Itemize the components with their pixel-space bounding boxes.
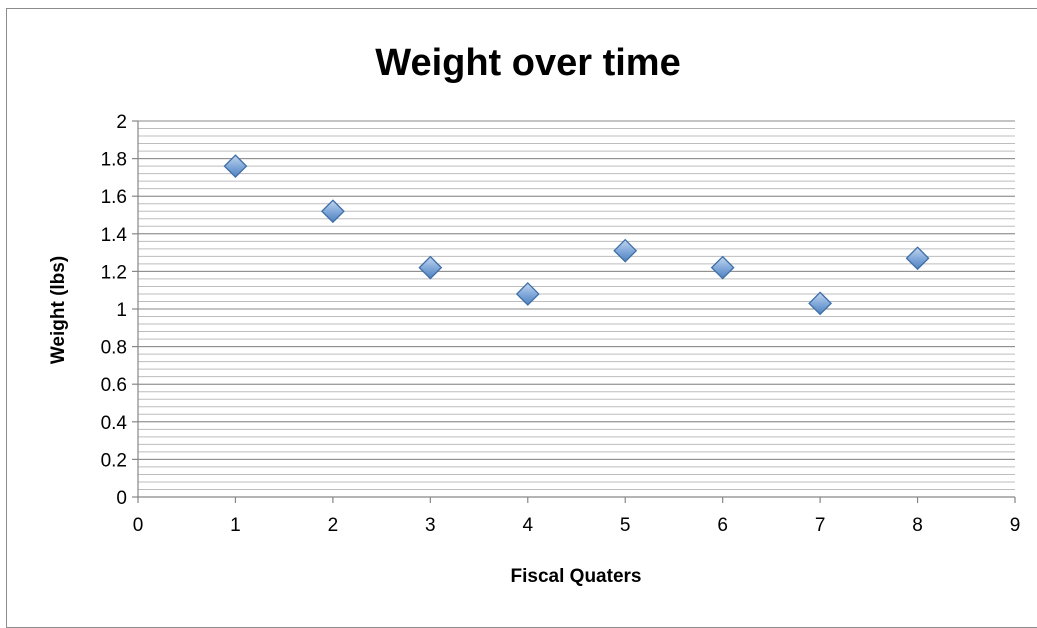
y-tick-labels: 0 0.2 0.4 0.6 0.8 1 1.2 1.4 1.6 1.8 2 [101,112,128,509]
y-tick-label: 1 [116,300,127,321]
data-point [223,154,248,179]
x-tick-label: 0 [133,515,144,536]
y-axis-label: Weight (lbs) [48,256,69,364]
x-tick-label: 5 [620,515,631,536]
x-tick-label: 2 [328,515,339,536]
x-tick-labels: 0 1 2 3 4 5 6 7 8 9 [133,515,1021,536]
y-tick-label: 0.2 [101,450,127,471]
x-tick-label: 9 [1010,515,1021,536]
y-tick-label: 1.2 [101,262,127,283]
data-point [613,238,638,263]
data-point [418,255,443,280]
y-tick-label: 0 [116,488,127,509]
y-tick-label: 1.4 [101,225,128,246]
y-tick-label: 0.6 [101,375,127,396]
x-tick-label: 8 [912,515,923,536]
data-point [808,291,833,316]
x-tick-label: 4 [522,515,533,536]
y-tick-label: 0.4 [101,413,128,434]
y-tick-label: 1.6 [101,187,127,208]
data-point [905,246,930,271]
chart-title: Weight over time [375,42,680,84]
data-point [710,255,735,280]
data-points [223,154,930,316]
x-tick-label: 3 [425,515,436,536]
x-tick-label: 7 [815,515,826,536]
y-tick-label: 2 [116,112,127,133]
axes [132,120,1016,503]
y-tick-label: 1.8 [101,150,127,171]
chart-frame [6,8,1037,628]
data-point [515,282,540,306]
y-tick-label: 0.8 [101,338,127,359]
x-tick-label: 6 [717,515,728,536]
x-tick-label: 1 [230,515,241,536]
grid [138,120,1015,490]
data-point [320,199,345,224]
x-axis-label: Fiscal Quaters [511,566,642,587]
